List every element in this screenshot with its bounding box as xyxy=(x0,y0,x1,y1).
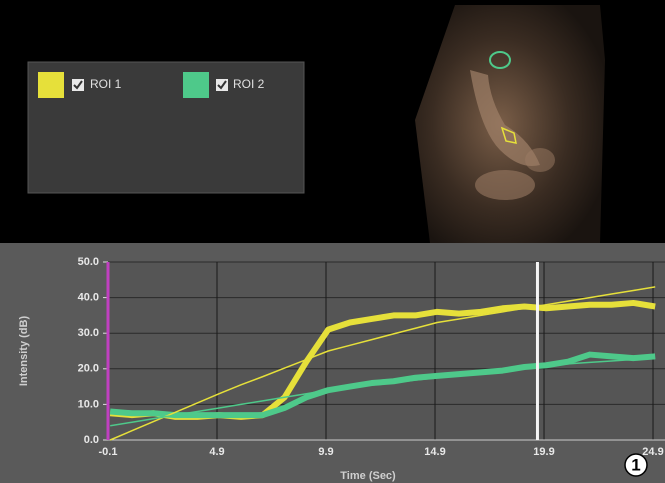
legend-label: ROI 1 xyxy=(90,77,122,91)
x-tick-label: 24.9 xyxy=(642,446,663,458)
x-tick-label: 19.9 xyxy=(533,446,554,458)
legend-label: ROI 2 xyxy=(233,77,265,91)
y-tick-label: 20.0 xyxy=(78,363,99,375)
y-tick-label: 50.0 xyxy=(78,256,99,268)
x-tick-label: 14.9 xyxy=(424,446,445,458)
y-tick-label: 30.0 xyxy=(78,327,99,339)
annotation: 1 xyxy=(631,455,640,474)
y-tick-label: 40.0 xyxy=(78,292,99,304)
ultrasound-image xyxy=(415,5,605,243)
x-tick-label: -0.1 xyxy=(99,446,118,458)
y-axis-label: Intensity (dB) xyxy=(18,316,30,387)
x-tick-label: 9.9 xyxy=(318,446,333,458)
legend: ROI 1 ROI 2 xyxy=(28,62,304,193)
y-tick-label: 0.0 xyxy=(84,434,99,446)
x-axis-label: Time (Sec) xyxy=(340,470,396,482)
x-tick-label: 4.9 xyxy=(209,446,224,458)
y-tick-label: 10.0 xyxy=(78,398,99,410)
screen: ROI 1 ROI 2 Intensity (dB) Time (Sec) 0.… xyxy=(0,0,665,483)
